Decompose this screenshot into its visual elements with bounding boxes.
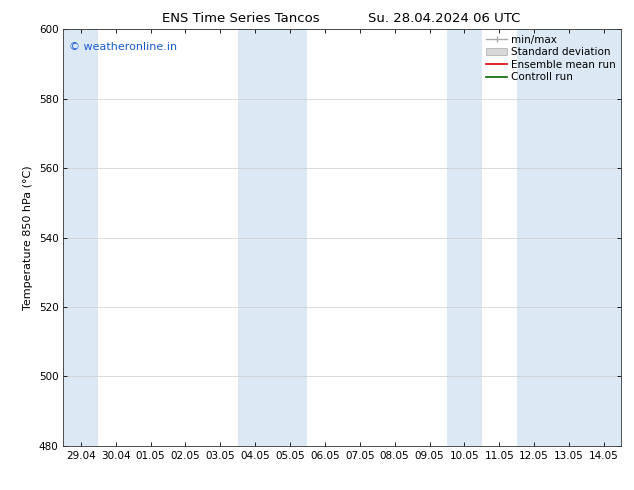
Bar [238,29,307,446]
Text: ENS Time Series Tancos: ENS Time Series Tancos [162,12,320,25]
Bar [447,29,482,446]
Legend: min/max, Standard deviation, Ensemble mean run, Controll run: min/max, Standard deviation, Ensemble me… [484,32,618,84]
Text: Su. 28.04.2024 06 UTC: Su. 28.04.2024 06 UTC [368,12,520,25]
Bar [63,29,98,446]
Bar [517,29,621,446]
Text: © weatheronline.in: © weatheronline.in [69,42,177,52]
Y-axis label: Temperature 850 hPa (°C): Temperature 850 hPa (°C) [23,165,33,310]
